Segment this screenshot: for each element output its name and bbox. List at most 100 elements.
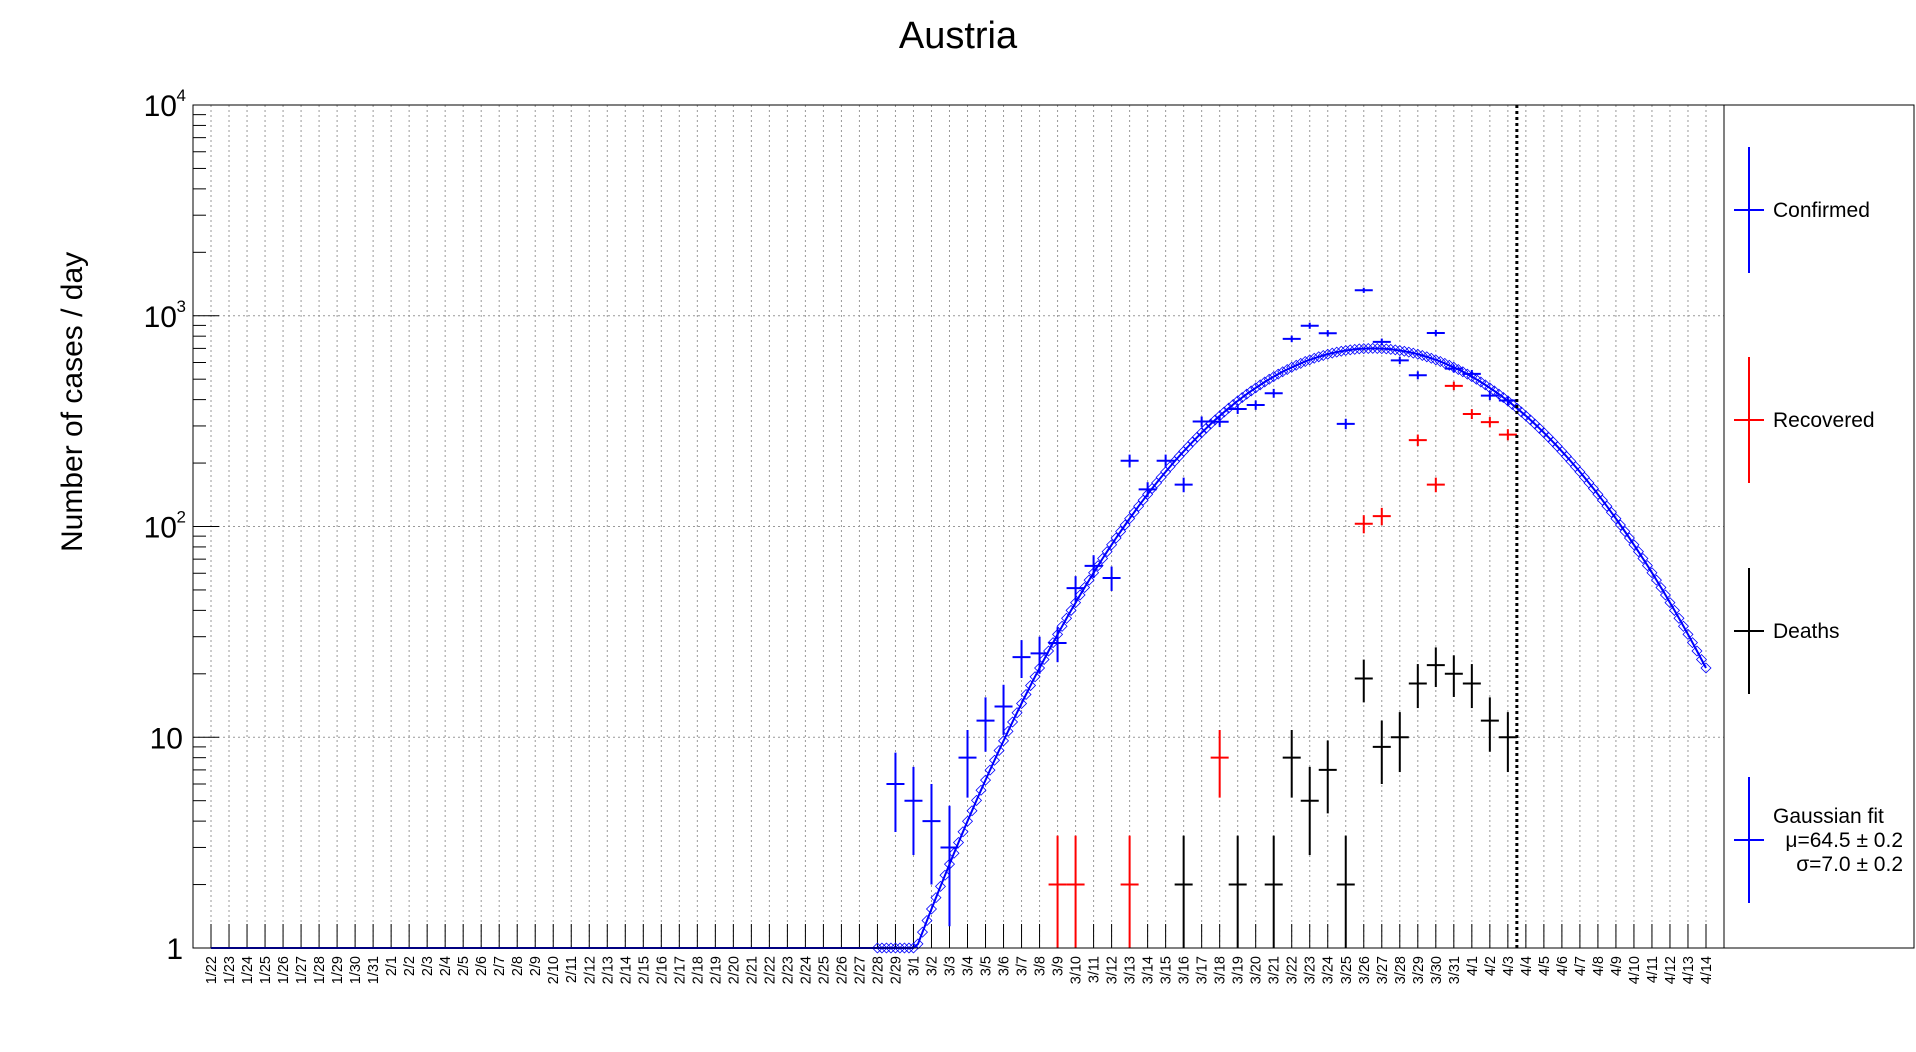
fit-marker [1124, 513, 1136, 525]
x-tick-label: 2/3 [420, 956, 436, 976]
fit-marker [1299, 356, 1311, 368]
fit-marker [1088, 567, 1100, 579]
x-tick-label: 3/27 [1375, 956, 1391, 984]
fit-marker [1214, 410, 1226, 422]
fit-marker [1425, 352, 1437, 364]
fit-marker [1007, 716, 1019, 728]
fit-marker [1002, 725, 1014, 737]
fit-marker [1475, 376, 1487, 388]
x-tick-label: 4/7 [1573, 956, 1589, 976]
fit-marker [1308, 352, 1320, 364]
x-tick-label: 4/3 [1501, 956, 1517, 976]
fit-marker [943, 858, 956, 870]
x-tick-label: 3/3 [942, 956, 958, 976]
fit-marker [1277, 366, 1289, 378]
fit-marker [1601, 500, 1613, 512]
fit-marker [1448, 361, 1460, 373]
fit-marker [1065, 604, 1077, 616]
fit-marker [1011, 707, 1023, 719]
fit-marker [1196, 427, 1208, 439]
x-ticks: 1/22 1/23 1/24 1/25 1/26 1/27 1/28 1/29 1/30 1/31… [204, 924, 1715, 984]
fit-marker [1439, 357, 1451, 369]
x-tick-label: 1/27 [294, 956, 310, 984]
fit-marker [912, 938, 924, 950]
fit-marker [930, 892, 942, 904]
fit-marker [1524, 414, 1536, 426]
x-tick-label: 3/24 [1321, 956, 1337, 984]
fit-marker [1200, 422, 1212, 434]
x-tick-label: 2/18 [690, 956, 706, 984]
fit-marker [1493, 388, 1505, 400]
fit-marker [939, 869, 951, 881]
x-tick-label: 2/27 [852, 956, 868, 984]
fit-marker [1317, 349, 1329, 361]
fit-marker [966, 805, 978, 817]
data-series [886, 287, 1517, 948]
fit-marker [1097, 553, 1109, 565]
fit-marker [1034, 662, 1046, 674]
fit-marker [1416, 349, 1428, 361]
fit-marker [1047, 637, 1059, 649]
x-tick-label: 2/6 [474, 956, 490, 976]
fit-marker [1700, 662, 1712, 674]
fit-marker [1083, 574, 1095, 586]
legend-label: μ=64.5 ± 0.2 [1785, 829, 1903, 852]
fit-marker [1272, 368, 1284, 380]
x-tick-label: 1/23 [222, 956, 238, 984]
x-tick-label: 3/2 [924, 956, 940, 976]
x-tick-label: 3/19 [1231, 956, 1247, 984]
x-tick-label: 4/8 [1591, 956, 1607, 976]
legend-box [1723, 104, 1915, 949]
fit-marker [1506, 398, 1518, 411]
x-tick-label: 3/10 [1069, 956, 1085, 984]
x-tick-label: 3/7 [1015, 956, 1031, 976]
legend-label: Confirmed [1773, 199, 1870, 222]
x-tick-label: 4/11 [1645, 956, 1661, 983]
fit-marker [1614, 519, 1626, 531]
fit-marker [1664, 597, 1676, 609]
fit-marker [961, 815, 974, 827]
fit-marker [1259, 376, 1271, 388]
fit-marker [1128, 506, 1140, 518]
fit-marker [1695, 653, 1708, 665]
legend-label: σ=7.0 ± 0.2 [1796, 853, 1903, 876]
x-tick-label: 3/29 [1411, 956, 1427, 984]
fit-marker [980, 774, 992, 786]
x-tick-label: 3/20 [1249, 956, 1265, 984]
fit-marker [1182, 441, 1194, 453]
x-tick-label: 2/5 [456, 956, 472, 976]
x-tick-label: 3/8 [1033, 956, 1049, 976]
grid [193, 104, 1724, 949]
legend-label: Recovered [1773, 409, 1875, 432]
x-tick-label: 2/23 [780, 956, 796, 984]
fit-marker [1029, 671, 1041, 683]
x-tick-label: 2/25 [816, 956, 832, 984]
fit-marker [1187, 436, 1199, 448]
fit-marker [1542, 431, 1554, 443]
x-tick-label: 3/23 [1303, 956, 1319, 984]
fit-marker [1538, 427, 1550, 439]
fit-marker [1079, 581, 1091, 594]
fit-marker [1668, 604, 1680, 616]
x-tick-label: 4/14 [1699, 956, 1715, 984]
fit-marker [948, 847, 960, 859]
x-tick-label: 1/25 [258, 956, 274, 984]
x-tick-label: 1/30 [348, 956, 364, 984]
fit-marker [1412, 348, 1424, 360]
x-tick-label: 3/4 [961, 956, 977, 976]
y-tick-label: 10 [144, 301, 177, 334]
x-tick-label: 3/28 [1393, 956, 1409, 984]
fit-marker [1020, 688, 1032, 700]
fit-marker [1682, 628, 1694, 640]
fit-marker [1461, 368, 1473, 380]
x-tick-label: 4/4 [1519, 956, 1535, 976]
fit-marker [1484, 382, 1496, 394]
fit-marker [1115, 525, 1127, 537]
x-tick-label: 4/13 [1681, 956, 1697, 984]
fit-marker [1637, 553, 1649, 565]
fit-marker [1092, 560, 1104, 572]
x-tick-label: 3/12 [1105, 956, 1121, 984]
x-tick-label: 2/28 [870, 956, 886, 984]
fit-marker [1074, 589, 1086, 601]
fit-marker [1119, 519, 1131, 531]
